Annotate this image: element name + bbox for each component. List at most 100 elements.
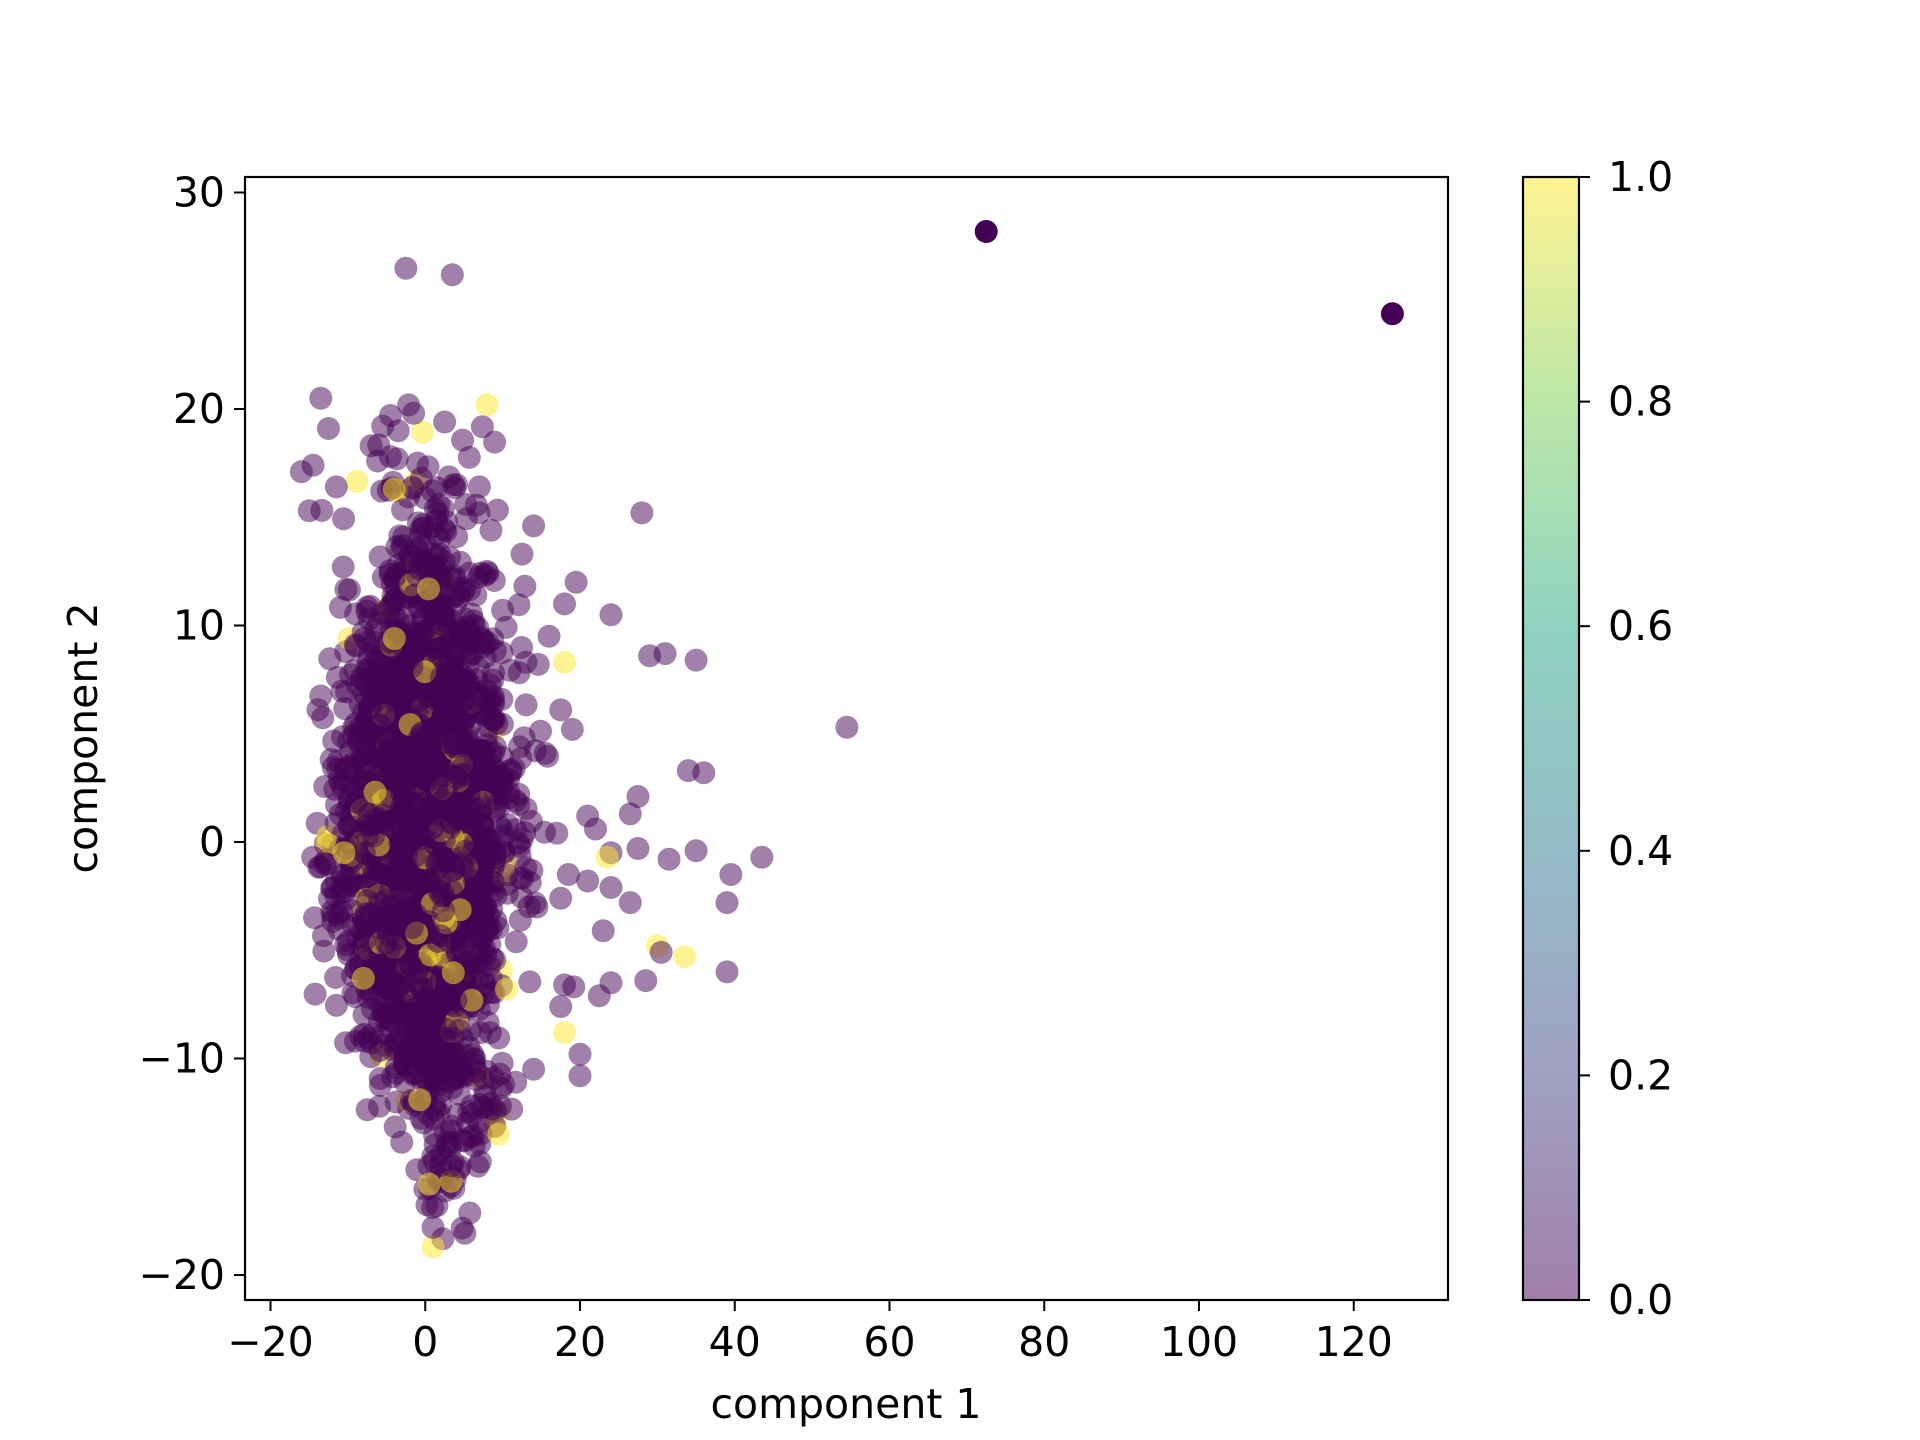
scatter-point [402,401,426,425]
scatter-point [383,1115,407,1139]
scatter-point [352,929,376,953]
scatter-point [413,486,437,510]
scatter-point [448,1155,472,1179]
scatter-point [974,220,998,243]
scatter-point [410,725,434,749]
scatter-point [556,863,580,886]
scatter-point [564,570,588,594]
scatter-point [408,1088,432,1112]
colorbar-tick-label: 0.2 [1608,1051,1673,1099]
scatter-point [467,501,491,525]
scatter-point [483,430,507,454]
scatter-point [359,1045,383,1069]
scatter-point [377,923,401,947]
scatter-point [419,1019,443,1043]
x-tick-label: 120 [1315,1318,1393,1366]
scatter-point [399,953,423,977]
scatter-point [301,453,325,477]
scatter-point [467,475,491,499]
scatter-point [587,984,611,1008]
scatter-point [480,1097,504,1121]
colorbar-axis: 0.0 0.2 0.4 0.6 0.8 1.0 [1579,153,1673,1324]
scatter-point [618,891,642,915]
scatter-point [510,542,534,566]
scatter-point [324,993,348,1017]
scatter-point [400,655,424,679]
scatter-point [1380,302,1404,326]
scatter-point [438,816,462,840]
scatter-point [599,603,623,627]
scatter-point [332,507,356,531]
scatter-point [306,698,330,722]
scatter-point [433,1121,457,1145]
scatter-point [318,647,342,671]
plot-area-frame [243,175,1450,1302]
scatter-point [355,595,379,619]
scatter-point [471,1066,495,1090]
scatter-point [513,574,537,598]
scatter-point [508,908,532,932]
scatter-point [673,945,696,969]
scatter-point [486,916,510,940]
x-tick-label: 20 [554,1318,606,1366]
scatter-point [626,785,650,808]
scatter-point [491,767,515,791]
scatter-point [479,518,503,542]
scatter-point [657,847,681,871]
scatter-point [391,791,415,815]
scatter-point [378,445,402,469]
scatter-point [422,832,446,856]
scatter-point [472,935,496,959]
scatter-point [400,916,424,939]
scatter-point [404,629,428,653]
scatter-point [319,748,343,771]
scatter-point [495,977,518,1001]
y-axis: −20 −10 0 10 20 30 [138,169,245,1299]
scatter-point [504,1070,528,1094]
scatter-point [522,1057,546,1081]
scatter-point [599,876,623,899]
scatter-point [835,715,859,739]
scatter-point [584,817,607,841]
scatter-point [568,1042,592,1066]
scatter-point [495,881,519,905]
scatter-point [435,695,459,719]
scatter-point [333,697,357,721]
colorbar-tick-label: 0.8 [1608,378,1673,426]
scatter-point [440,263,464,287]
scatter-point [576,869,600,893]
scatter-point [451,1062,475,1086]
scatter-point [684,839,708,863]
scatter-point [533,741,557,765]
scatter-point [428,1154,452,1178]
scatter-point [351,966,375,990]
scatter-point [323,777,347,801]
scatter-point [437,669,461,693]
x-axis-label: component 1 [710,1380,981,1428]
scatter-point [518,871,542,895]
scatter-point [409,1106,433,1130]
scatter-point [364,618,388,641]
y-tick-label: 10 [173,602,225,650]
scatter-point [359,434,383,458]
scatter-point [549,995,573,1018]
scatter-point [324,475,348,499]
colorbar-tick-label: 0.0 [1608,1276,1673,1324]
x-tick-label: −20 [227,1318,314,1366]
scatter-point [475,393,499,417]
scatter-point [433,410,457,434]
colorbar-frame [1521,175,1581,1302]
scatter-point [480,707,504,731]
scatter-point [458,1201,482,1225]
x-tick-label: 100 [1160,1318,1238,1366]
scatter-point [356,649,380,672]
x-tick-label: 80 [1018,1318,1070,1366]
scatter-point [332,841,356,865]
scatter-point [399,866,423,889]
scatter-point [453,763,477,787]
scatter-point [432,899,455,923]
scatter-point [474,895,498,919]
scatter-point [375,727,399,751]
scatter-point [715,891,739,915]
scatter-point [359,904,383,928]
